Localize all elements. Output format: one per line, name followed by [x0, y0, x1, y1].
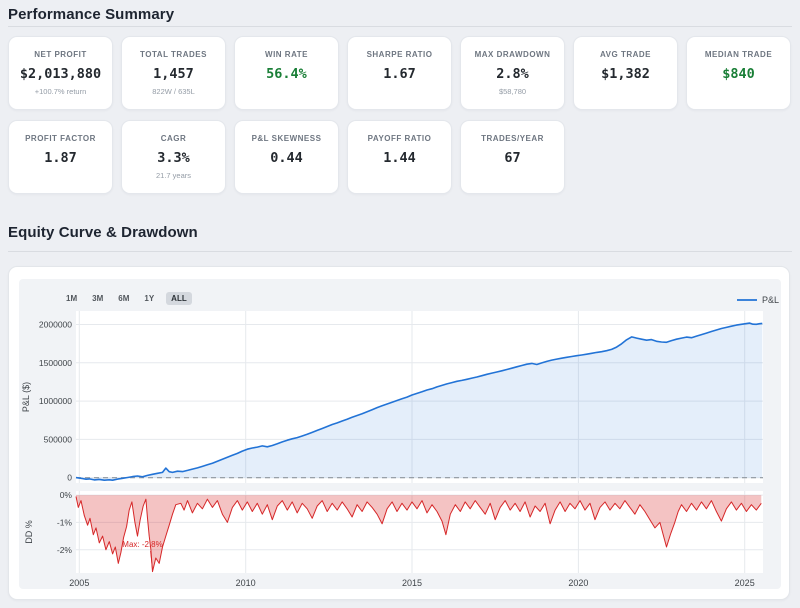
- equity-area-fill: [76, 323, 763, 481]
- stat-value: 0.44: [270, 150, 303, 166]
- year-x-tick: 2025: [735, 578, 755, 588]
- stat-label: TOTAL TRADES: [140, 50, 207, 59]
- stat-card-p-l-skewness: P&L SKEWNESS 0.44: [234, 120, 339, 194]
- stat-card-net-profit: NET PROFIT $2,013,880 +100.7% return: [8, 36, 113, 110]
- stat-label: P&L SKEWNESS: [251, 134, 322, 143]
- stat-card-max-drawdown: MAX DRAWDOWN 2.8% $58,780: [460, 36, 565, 110]
- range-button-1m[interactable]: 1M: [66, 294, 78, 303]
- dd-y-tick: -1%: [57, 517, 73, 527]
- stat-value: 1.67: [383, 66, 416, 82]
- year-x-tick: 2010: [236, 578, 256, 588]
- section-divider: [8, 251, 792, 252]
- stat-value: $1,382: [601, 66, 650, 82]
- stat-subtext: +100.7% return: [34, 87, 87, 96]
- stat-label: MAX DRAWDOWN: [474, 50, 551, 59]
- range-button-3m[interactable]: 3M: [92, 294, 104, 303]
- dd-axis-title: DD %: [24, 520, 34, 544]
- stat-label: SHARPE RATIO: [366, 50, 433, 59]
- stat-value: $840: [722, 66, 755, 82]
- stat-subtext: $58,780: [498, 87, 527, 96]
- stat-value: 67: [504, 150, 521, 166]
- stat-card-avg-trade: AVG TRADE $1,382: [573, 36, 678, 110]
- range-button-all[interactable]: ALL: [166, 292, 192, 305]
- pnl-y-tick: 1500000: [39, 358, 72, 368]
- stat-card-median-trade: MEDIAN TRADE $840: [686, 36, 791, 110]
- stat-subtext: 21.7 years: [155, 171, 192, 180]
- stat-label: PAYOFF RATIO: [367, 134, 432, 143]
- stat-subtext: 822W / 635L: [152, 87, 195, 96]
- pnl-y-tick: 0: [67, 473, 72, 483]
- annotation-arrow: [150, 550, 153, 570]
- stat-value: 1.87: [44, 150, 77, 166]
- stat-label: CAGR: [160, 134, 187, 143]
- range-button-6m[interactable]: 6M: [118, 294, 130, 303]
- section-divider: [8, 26, 792, 27]
- stat-label: WIN RATE: [265, 50, 308, 59]
- stat-label: PROFIT FACTOR: [25, 134, 96, 143]
- stat-value: $2,013,880: [19, 66, 102, 82]
- stats-row-2: PROFIT FACTOR 1.87 CAGR 3.3% 21.7 years P&L S…: [8, 120, 565, 194]
- legend-label[interactable]: P&L: [762, 295, 779, 305]
- stat-card-trades-year: TRADES/YEAR 67: [460, 120, 565, 194]
- stat-card-win-rate: WIN RATE 56.4%: [234, 36, 339, 110]
- stat-card-cagr: CAGR 3.3% 21.7 years: [121, 120, 226, 194]
- stat-card-payoff-ratio: PAYOFF RATIO 1.44: [347, 120, 452, 194]
- stat-value: 1,457: [153, 66, 194, 82]
- pnl-y-tick: 1000000: [39, 396, 72, 406]
- year-x-tick: 2020: [568, 578, 588, 588]
- max-drawdown-annotation: Max: -2.8%: [122, 540, 162, 549]
- stat-label: TRADES/YEAR: [481, 134, 544, 143]
- equity-curve-line: [75, 322, 763, 481]
- pnl-y-tick: 500000: [44, 434, 73, 444]
- equity-drawdown-chart: 0 500000 1000000 1500000 2000000 0% -1% -2% 2005…: [19, 279, 781, 589]
- range-button-1y[interactable]: 1Y: [144, 294, 155, 303]
- year-x-tick: 2005: [69, 578, 89, 588]
- drawdown-line: [75, 496, 762, 573]
- stat-card-total-trades: TOTAL TRADES 1,457 822W / 635L: [121, 36, 226, 110]
- stat-label: NET PROFIT: [34, 50, 87, 59]
- stat-value: 3.3%: [157, 150, 190, 166]
- dd-y-tick: -2%: [57, 545, 73, 555]
- stat-label: MEDIAN TRADE: [704, 50, 773, 59]
- stat-value: 1.44: [383, 150, 416, 166]
- pnl-y-tick: 2000000: [39, 319, 72, 329]
- equity-curve-title: Equity Curve & Drawdown: [8, 224, 198, 241]
- stat-value: 2.8%: [496, 66, 529, 82]
- equity-chart-card: 0 500000 1000000 1500000 2000000 0% -1% -2% 2005…: [8, 266, 790, 600]
- dd-y-tick: 0%: [60, 490, 73, 500]
- stat-value: 56.4%: [266, 66, 307, 82]
- year-x-tick: 2015: [402, 578, 422, 588]
- stat-card-profit-factor: PROFIT FACTOR 1.87: [8, 120, 113, 194]
- pnl-axis-title: P&L ($): [21, 382, 31, 412]
- stat-card-sharpe-ratio: SHARPE RATIO 1.67: [347, 36, 452, 110]
- drawdown-area-fill: [76, 495, 762, 572]
- performance-summary-title: Performance Summary: [8, 6, 175, 23]
- time-range-selector: 1M 3M 6M 1Y ALL: [63, 292, 192, 305]
- axis-tick-labels: 0 500000 1000000 1500000 2000000 0% -1% -2% 2005…: [39, 319, 755, 588]
- stat-label: AVG TRADE: [599, 50, 652, 59]
- stats-row-1: NET PROFIT $2,013,880 +100.7% return TOTAL …: [8, 36, 791, 110]
